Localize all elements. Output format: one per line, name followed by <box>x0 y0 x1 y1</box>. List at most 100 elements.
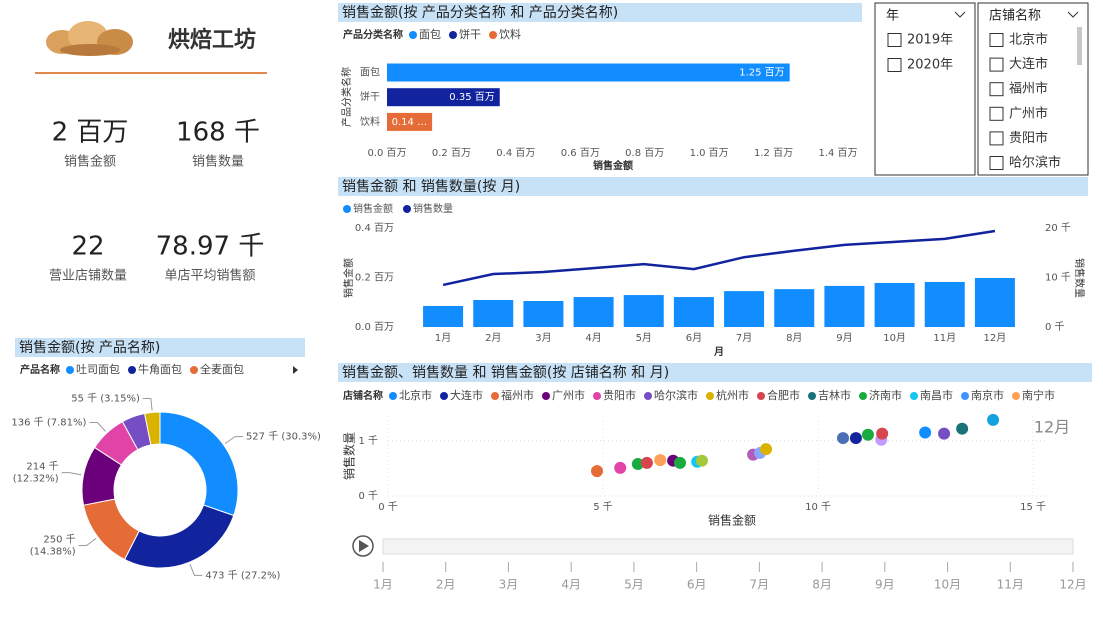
legend-title: 产品名称 <box>20 363 60 376</box>
data-label: 0.14 … <box>392 117 427 128</box>
legend-entry: 贵阳市 <box>603 388 636 402</box>
x-tick-label: 10月 <box>883 332 906 344</box>
x-tick-label: 5 千 <box>593 501 613 513</box>
legend-swatch <box>910 392 918 400</box>
y2-axis-title: 销售数量 <box>1073 258 1086 298</box>
legend-swatch <box>440 392 448 400</box>
point <box>919 426 932 439</box>
legend-swatch <box>66 366 74 374</box>
x-tick-label: 10 千 <box>805 501 831 513</box>
legend-swatch <box>859 392 867 400</box>
slicer-item[interactable]: 北京市 <box>1009 32 1048 48</box>
legend-entry: 南宁市 <box>1022 388 1055 402</box>
bar <box>423 305 464 327</box>
leader-line <box>61 472 82 476</box>
checkbox[interactable] <box>887 33 902 47</box>
x-tick-label: 0 千 <box>378 501 398 513</box>
checkbox[interactable] <box>989 131 1004 146</box>
legend-swatch <box>389 392 397 400</box>
slicer-item[interactable]: 福州市 <box>1009 81 1048 97</box>
kpi-label: 单店平均销售额 <box>164 268 255 284</box>
bar <box>623 295 664 327</box>
slicer-item[interactable]: 大连市 <box>1009 56 1048 72</box>
point <box>849 432 862 445</box>
x-tick-label: 7月 <box>736 332 752 344</box>
legend-entry: 济南市 <box>869 388 902 402</box>
slicer-item[interactable]: 2020年 <box>907 58 953 73</box>
data-label: 214 千(12.32%) <box>13 461 59 485</box>
x-tick-label: 1.2 百万 <box>754 147 793 159</box>
point <box>674 456 687 469</box>
y2-tick-label: 10 千 <box>1045 272 1071 284</box>
x-tick-label: 9月 <box>836 332 852 344</box>
slicer-item[interactable]: 贵阳市 <box>1009 130 1048 146</box>
legend-entry: 销售数量 <box>413 202 453 215</box>
legend-entry: 广州市 <box>552 388 585 402</box>
bar <box>573 297 614 327</box>
y2-tick-label: 0 千 <box>1045 321 1065 333</box>
pie-slice <box>159 411 239 517</box>
x-axis-title: 销售金额 <box>593 159 633 172</box>
data-label: 136 千 (7.81%) <box>11 417 86 429</box>
logo <box>46 21 133 56</box>
play-label: 11月 <box>997 578 1024 592</box>
y2-tick-label: 20 千 <box>1045 222 1071 234</box>
x-tick-label: 0.6 百万 <box>561 147 600 159</box>
kpi-value: 22 <box>71 232 104 262</box>
checkbox[interactable] <box>887 58 902 72</box>
checkbox[interactable] <box>989 57 1004 72</box>
legend-swatch <box>449 31 457 39</box>
annotation: 12月 <box>1034 418 1070 437</box>
app-title: 烘焙工坊 <box>168 27 256 53</box>
play-label: 7月 <box>750 578 770 592</box>
line <box>442 229 996 287</box>
legend-more[interactable] <box>293 366 298 374</box>
bar <box>924 281 965 327</box>
legend-entry: 饮料 <box>499 27 521 41</box>
point <box>654 454 667 467</box>
legend-swatch <box>489 31 497 39</box>
legend-entry: 哈尔滨市 <box>654 388 698 402</box>
play-track[interactable] <box>382 538 1074 555</box>
slicer-chevron[interactable] <box>1067 11 1079 18</box>
x-tick-label: 0.4 百万 <box>496 147 535 159</box>
legend-swatch <box>808 392 816 400</box>
leader-line <box>224 436 243 445</box>
kpi-label: 销售数量 <box>192 154 244 170</box>
point <box>631 458 644 470</box>
kpi-value: 168 千 <box>176 118 260 148</box>
bar <box>387 63 790 82</box>
legend-swatch <box>190 366 198 374</box>
legend-swatch <box>403 205 411 213</box>
slicer-item[interactable]: 哈尔滨市 <box>1009 155 1061 171</box>
legend-entry: 饼干 <box>459 27 481 41</box>
point <box>614 461 627 474</box>
x-tick-label: 6月 <box>686 332 702 344</box>
slicer-box <box>874 2 976 176</box>
play-label: 9月 <box>875 578 895 592</box>
data-label: 527 千 (30.3%) <box>246 431 321 443</box>
y-tick-label: 1 千 <box>358 435 378 447</box>
scrollbar[interactable] <box>1077 27 1082 65</box>
checkbox[interactable] <box>989 82 1004 97</box>
legend-title: 产品分类名称 <box>343 28 403 41</box>
play-icon[interactable] <box>359 540 369 552</box>
slicer-item[interactable]: 2019年 <box>907 33 953 48</box>
x-tick-label: 5月 <box>636 332 652 344</box>
leader-line <box>78 537 97 547</box>
kpi-value: 2 百万 <box>52 118 129 148</box>
legend-entry: 牛角面包 <box>138 362 182 376</box>
legend-entry: 吐司面包 <box>76 363 120 376</box>
slicer-chevron[interactable] <box>954 11 966 18</box>
slicer-item[interactable]: 广州市 <box>1009 105 1048 121</box>
checkbox[interactable] <box>989 33 1004 47</box>
x-axis-title: 销售金额 <box>708 513 756 528</box>
checkbox[interactable] <box>989 156 1004 170</box>
bar <box>774 289 815 327</box>
checkbox[interactable] <box>989 106 1004 121</box>
bar <box>724 291 765 327</box>
slicer-title: 年 <box>886 9 899 24</box>
pie-slice <box>144 411 161 446</box>
point <box>938 427 951 440</box>
y-tick-label: 面包 <box>360 66 380 79</box>
